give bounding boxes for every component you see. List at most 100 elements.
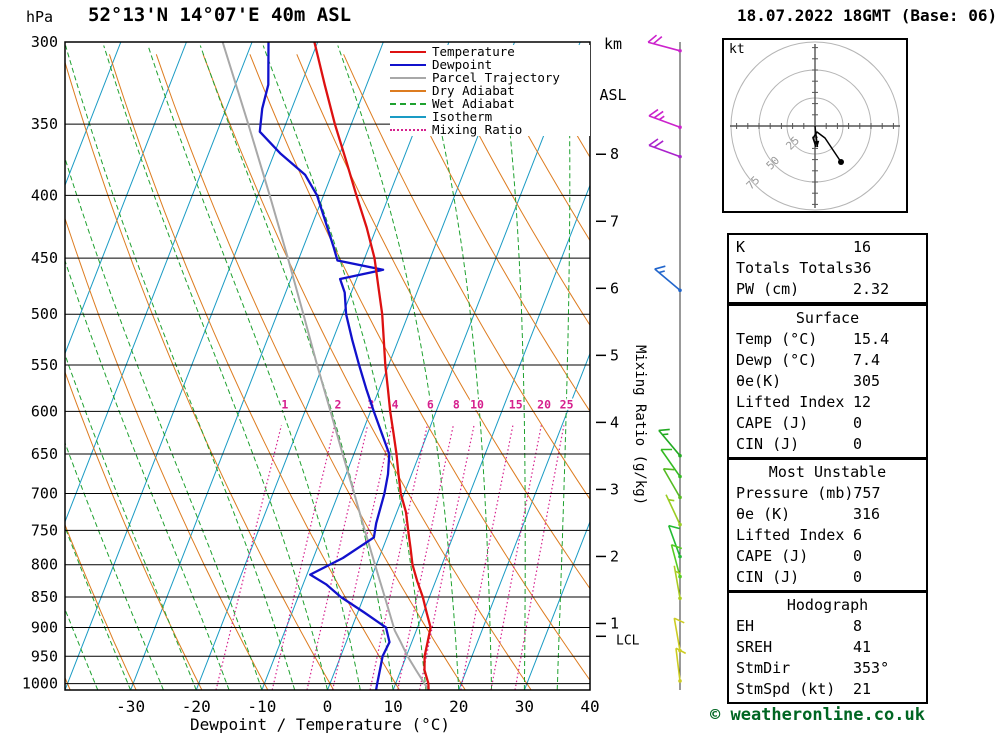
wind-barb: [648, 138, 682, 159]
row-value: 8: [853, 617, 863, 635]
row-value: 2.32: [853, 280, 890, 298]
row-label: Lifted Index: [736, 526, 845, 544]
legend-swatch-dry-adiabat: [390, 89, 426, 92]
wet-adiabat-line: [65, 45, 296, 690]
row-value: 12: [853, 393, 872, 411]
profile-parcel: [221, 42, 430, 690]
surface-panel: Surface Temp (°C) 15.4 Dewp (°C) 7.4 θe(K)…: [727, 304, 928, 459]
mixing-ratio-value: 8: [453, 397, 460, 411]
isotherm-line: [392, 183, 590, 690]
asl-label: ASL: [599, 86, 627, 104]
temp-tick-label: 40: [580, 697, 599, 716]
wind-barb: [648, 108, 682, 129]
pressure-tick-label: 1000: [22, 675, 58, 693]
dry-adiabat-line: [249, 54, 590, 682]
km-tick-label: 5: [610, 346, 619, 364]
pressure-tick-label: 800: [31, 556, 58, 574]
row-value: 305: [853, 372, 881, 390]
table-row: K 16: [729, 237, 926, 258]
row-label: CIN (J): [736, 435, 800, 453]
mixing-ratio-axis-label: Mixing Ratio (g/kg): [632, 345, 648, 505]
row-label: Pressure (mb): [736, 484, 854, 502]
mixing-ratio-line: [490, 425, 542, 690]
table-row: θe (K) 316: [729, 504, 926, 525]
mixing-ratio-value: 15: [509, 397, 523, 411]
legend-item-mixing-ratio: Mixing Ratio: [390, 123, 590, 136]
pressure-tick-label: 450: [31, 249, 58, 267]
table-row: CAPE (J) 0: [729, 413, 926, 434]
panel-title: Hodograph: [786, 596, 869, 614]
mixing-ratio-line: [332, 425, 393, 690]
pressure-tick-label: 850: [31, 588, 58, 606]
legend-item-parcel: Parcel Trajectory: [390, 71, 590, 84]
wet-adiabat-line: [419, 45, 493, 690]
legend-item-isotherm: Isotherm: [390, 110, 590, 123]
panel-title: Most Unstable: [768, 463, 887, 481]
wind-barb: [665, 494, 682, 527]
hodograph-panel: Hodograph EH 8 SREH 41 StmDir 353° StmSpd (…: [727, 591, 928, 704]
pressure-axis-unit: hPa: [26, 8, 54, 26]
mixing-ratio-value: 4: [392, 397, 399, 411]
sounding-profiles: [221, 42, 432, 690]
wet-adiabat-line: [103, 45, 328, 690]
table-row: Totals Totals 36: [729, 258, 926, 279]
table-row: Dewp (°C) 7.4: [729, 350, 926, 371]
dry-adiabat-line: [65, 216, 269, 690]
dry-adiabat-line: [436, 54, 590, 327]
temp-tick-label: 0: [323, 697, 333, 716]
wet-adiabat-line: [499, 45, 526, 690]
table-row: StmDir 353°: [729, 658, 926, 679]
isotherm-line: [458, 352, 590, 690]
legend-label: Wet Adiabat: [432, 96, 515, 111]
station-title: 52°13'N 14°07'E 40m ASL: [88, 4, 352, 26]
pressure-tick-label: 300: [31, 33, 58, 51]
row-value: 7.4: [853, 351, 881, 369]
row-label: θe (K): [736, 505, 791, 523]
table-row: θe(K) 305: [729, 371, 926, 392]
hodograph-unit-label: kt: [729, 42, 745, 57]
legend-label: Mixing Ratio: [432, 122, 523, 137]
row-label: Lifted Index: [736, 393, 845, 411]
wet-adiabat-line: [262, 45, 427, 690]
row-value: 0: [853, 547, 863, 565]
pressure-tick-label: 900: [31, 618, 58, 636]
legend-swatch-dewpoint: [390, 63, 426, 66]
x-axis-title: Dewpoint / Temperature (°C): [190, 715, 450, 733]
km-tick-label: 1: [610, 614, 619, 632]
legend-swatch-mixing-ratio: [390, 128, 426, 131]
mixing-ratio-value: 6: [427, 397, 434, 411]
legend: Temperature Dewpoint Parcel Trajectory D…: [390, 45, 590, 136]
table-row: CIN (J) 0: [729, 434, 926, 455]
row-value: 0: [853, 568, 863, 586]
km-tick-label: 7: [610, 212, 619, 230]
row-label: SREH: [736, 638, 773, 656]
table-row: SREH 41: [729, 637, 926, 658]
row-label: CIN (J): [736, 568, 800, 586]
mixing-ratio-value: 2: [335, 397, 342, 411]
row-label: StmSpd (kt): [736, 680, 836, 698]
dry-adiabat-line: [108, 54, 400, 690]
legend-swatch-parcel: [390, 76, 426, 79]
isotherm-line: [523, 520, 590, 690]
wind-barb: [658, 428, 682, 458]
most-unstable-panel: Most Unstable Pressure (mb) 757 θe (K) 316…: [727, 458, 928, 592]
hodograph-endpoint-dot: [838, 159, 844, 165]
pressure-tick-label: 750: [31, 521, 58, 539]
table-row: Lifted Index 12: [729, 392, 926, 413]
table-row: StmSpd (kt) 21: [729, 679, 926, 700]
wind-barb: [654, 265, 682, 293]
lcl-label: LCL: [616, 633, 640, 648]
profile-dewpoint: [258, 42, 391, 690]
legend-label: Dewpoint: [432, 57, 493, 72]
pressure-tick-label: 500: [31, 305, 58, 323]
wind-barb: [660, 448, 682, 479]
legend-swatch-isotherm: [390, 115, 426, 118]
km-label: km: [603, 35, 623, 53]
hodograph-trace: [812, 131, 842, 163]
temp-tick-label: 10: [383, 697, 402, 716]
wet-adiabat-line: [65, 156, 263, 690]
row-label: EH: [736, 617, 755, 635]
temp-tick-label: -20: [182, 697, 211, 716]
temp-tick-label: 20: [449, 697, 468, 716]
mixing-ratio-line: [271, 425, 336, 690]
